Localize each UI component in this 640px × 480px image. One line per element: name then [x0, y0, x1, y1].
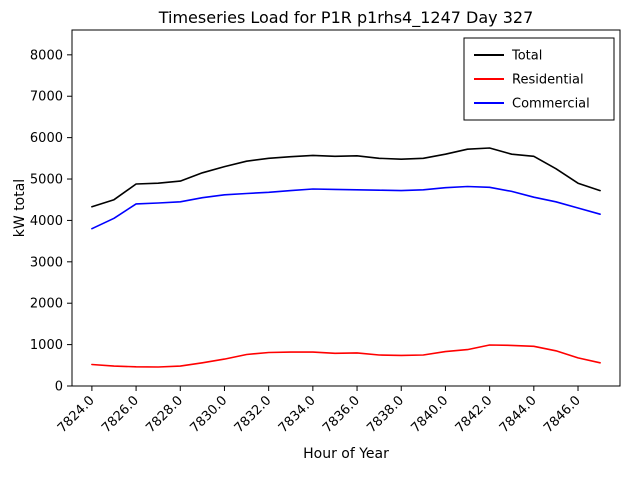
chart-title: Timeseries Load for P1R p1rhs4_1247 Day … — [158, 8, 534, 27]
y-tick-label: 1000 — [30, 338, 63, 353]
y-tick-label: 3000 — [30, 255, 63, 270]
x-tick-label: 7828.0 — [143, 393, 186, 436]
x-tick-label: 7834.0 — [276, 393, 319, 436]
x-axis-label: Hour of Year — [303, 446, 389, 462]
legend-label-total: Total — [511, 49, 542, 64]
y-tick-label: 4000 — [30, 214, 63, 229]
x-tick-label: 7832.0 — [232, 393, 275, 436]
x-tick-label: 7824.0 — [55, 393, 98, 436]
x-tick-label: 7826.0 — [99, 393, 142, 436]
axes-frame — [71, 29, 621, 387]
x-tick-label: 7838.0 — [364, 393, 407, 436]
y-tick-label: 8000 — [30, 48, 63, 63]
x-tick-label: 7840.0 — [408, 393, 451, 436]
x-tick-label: 7844.0 — [497, 393, 540, 436]
x-tick-label: 7842.0 — [453, 393, 496, 436]
legend-label-commercial: Commercial — [512, 97, 590, 112]
x-tick-label: 7830.0 — [188, 393, 231, 436]
y-tick-label: 2000 — [30, 297, 63, 312]
series-line-total — [91, 147, 601, 208]
x-tick-label: 7846.0 — [541, 393, 584, 436]
y-tick-label: 7000 — [30, 90, 63, 105]
y-tick-label: 0 — [55, 380, 63, 395]
y-tick-label: 6000 — [30, 131, 63, 146]
y-tick-label: 5000 — [30, 173, 63, 188]
legend-label-residential: Residential — [512, 73, 584, 88]
series-line-residential — [91, 344, 601, 368]
series-line-commercial — [91, 185, 601, 230]
x-tick-label: 7836.0 — [320, 393, 363, 436]
